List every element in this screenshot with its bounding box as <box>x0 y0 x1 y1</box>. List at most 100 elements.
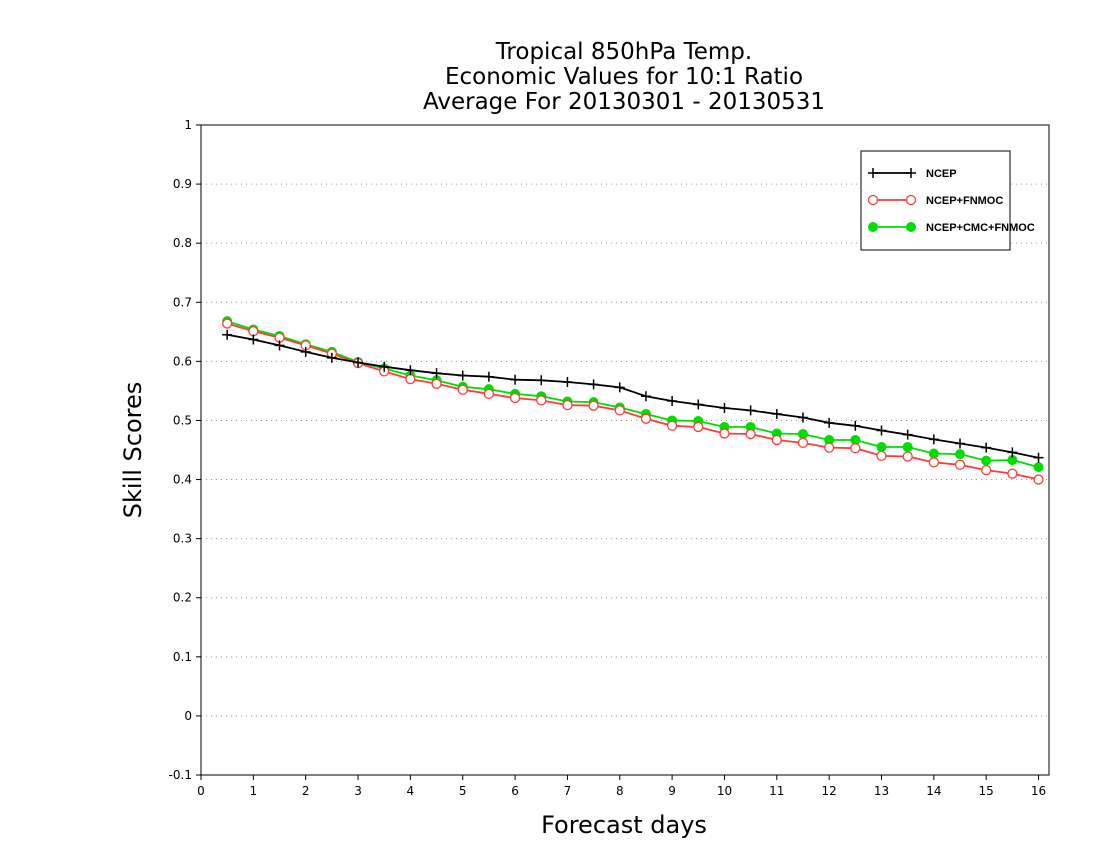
data-point <box>876 425 887 436</box>
data-point <box>457 370 468 381</box>
series-line <box>226 320 1039 468</box>
chart-title-line-1: Tropical 850hPa Temp. <box>495 39 752 65</box>
legend-label: NCEP+CMC+FNMOC <box>926 222 1035 234</box>
series-ncep-fnmoc <box>222 318 1044 485</box>
data-point <box>353 357 364 368</box>
data-point <box>562 377 573 388</box>
y-tick-label: 0.3 <box>173 532 192 546</box>
x-tick-label: 7 <box>564 784 572 798</box>
data-point <box>745 428 756 440</box>
x-tick-label: 16 <box>1031 784 1046 798</box>
data-point <box>868 168 878 178</box>
data-point <box>614 405 625 416</box>
data-point <box>823 442 835 453</box>
data-point <box>300 346 311 357</box>
data-point <box>588 379 599 390</box>
x-tick-label: 1 <box>250 784 258 798</box>
data-point <box>405 373 416 385</box>
data-point <box>771 434 782 446</box>
x-tick-label: 13 <box>874 784 889 798</box>
data-point <box>876 450 887 462</box>
y-tick-label: 1 <box>184 118 192 132</box>
data-point <box>379 361 390 372</box>
data-point <box>719 428 730 439</box>
y-tick-label: 0 <box>184 709 192 723</box>
data-point <box>405 365 416 376</box>
legend-item: NCEP <box>868 168 957 180</box>
data-point <box>1007 468 1018 479</box>
data-point <box>850 443 861 454</box>
data-point <box>928 457 939 468</box>
data-point <box>509 392 521 404</box>
y-tick-label: 0.5 <box>173 413 192 427</box>
y-tick-label: 0.9 <box>173 177 192 191</box>
data-point <box>431 378 442 389</box>
x-tick-label: 4 <box>407 784 415 798</box>
data-point <box>876 442 887 453</box>
y-tick-label: -0.1 <box>169 768 192 782</box>
data-point <box>483 371 494 382</box>
y-tick-label: 0.2 <box>173 591 192 605</box>
series-line <box>226 322 1039 481</box>
data-point <box>797 429 808 440</box>
data-point <box>510 374 521 385</box>
legend-label: NCEP <box>926 168 957 180</box>
x-tick-label: 5 <box>459 784 467 798</box>
data-point <box>588 400 599 411</box>
data-point <box>248 334 259 345</box>
x-tick-label: 12 <box>822 784 837 798</box>
x-tick-label: 11 <box>769 784 784 798</box>
data-point <box>902 451 913 462</box>
data-point <box>483 388 495 400</box>
data-point <box>457 384 468 395</box>
x-tick-label: 10 <box>717 784 732 798</box>
x-tick-label: 15 <box>979 784 994 798</box>
x-tick-label: 9 <box>668 784 676 798</box>
data-point <box>955 449 966 460</box>
data-point <box>1033 474 1044 485</box>
x-tick-label: 6 <box>511 784 519 798</box>
data-point <box>667 395 678 406</box>
plot-frame <box>200 124 1050 776</box>
data-point <box>562 399 573 411</box>
series-line <box>227 333 1039 459</box>
data-point <box>640 413 652 424</box>
data-point <box>1033 452 1044 463</box>
data-point <box>797 437 809 449</box>
y-tick-label: 0.6 <box>173 354 192 368</box>
data-point <box>666 420 678 431</box>
data-point <box>1033 462 1044 473</box>
data-point <box>928 448 939 459</box>
data-point <box>222 318 233 329</box>
data-point <box>693 399 704 410</box>
data-point <box>902 429 913 440</box>
data-point <box>745 405 756 416</box>
chart-title-line-2: Economic Values for 10:1 Ratio <box>445 64 803 90</box>
data-point <box>222 329 233 340</box>
y-tick-label: 0.1 <box>173 650 192 664</box>
data-point <box>906 168 916 178</box>
data-point <box>719 403 730 414</box>
series-ncep-cmc-fnmoc <box>222 316 1044 473</box>
data-point <box>536 395 547 406</box>
data-point <box>981 464 992 476</box>
data-point <box>274 340 285 351</box>
y-axis-ticks: -0.1 0 0.1 0.2 0.3 0.4 0.5 0.6 0.7 0.8 0.9 1 <box>169 118 201 782</box>
data-point <box>954 459 966 470</box>
data-point <box>693 421 704 433</box>
legend-item: NCEP+FNMOC <box>867 194 1003 207</box>
data-point <box>640 391 651 402</box>
data-point <box>771 408 782 419</box>
x-tick-label: 14 <box>926 784 941 798</box>
data-point <box>824 417 835 428</box>
data-point <box>614 382 625 393</box>
legend-label: NCEP+FNMOC <box>926 195 1003 207</box>
chart-title: Tropical 850hPa Temp. Economic Values fo… <box>423 39 825 115</box>
data-point <box>850 420 861 431</box>
data-point <box>981 455 992 466</box>
data-point <box>1007 447 1018 458</box>
y-tick-label: 0.4 <box>173 473 192 487</box>
x-axis-ticks: 0 1 2 3 4 5 6 7 8 9 10 11 12 13 14 15 16 <box>197 775 1046 798</box>
data-point <box>248 326 259 337</box>
